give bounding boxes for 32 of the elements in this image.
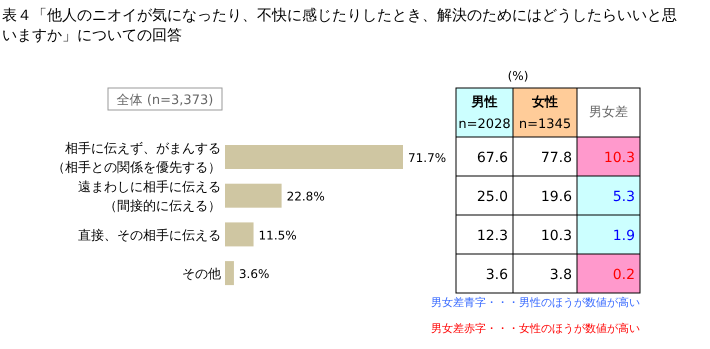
data-label: 22.8%: [286, 190, 325, 204]
y-tick-label: その他: [182, 267, 221, 282]
data-label: 67.6: [476, 150, 508, 166]
data-label: 1.9: [612, 228, 635, 244]
chart-subtitle: 全体 (n=3,373): [116, 93, 214, 108]
data-label: 3.6: [486, 267, 508, 283]
data-label: 25.0: [476, 189, 508, 205]
text: 男女差青字・・・男性のほうが数値が高い: [431, 296, 640, 309]
y-tick-label: 相手に伝えず、がまんする（相手との関係を優先する）: [52, 142, 221, 176]
data-label: 3.6%: [238, 267, 270, 282]
bar: [225, 145, 403, 169]
data-label: 3.8: [550, 267, 572, 283]
data-label: 12.3: [476, 228, 508, 244]
data-label: 0.2: [612, 267, 635, 283]
data-label: 71.7%: [408, 151, 446, 165]
data-label: 10.3: [540, 228, 572, 244]
data-label: 5.3: [612, 189, 635, 205]
x-tick-label: 女性 n=1345: [518, 95, 572, 132]
x-tick-label: 男女差: [589, 105, 628, 120]
data-label: 10.3: [604, 150, 635, 166]
bar: [225, 222, 254, 246]
text: 男女差赤字・・・女性のほうが数値が高い: [431, 322, 640, 335]
chart-title: 表４「他人のニオイが気になったり、不快に感じたりしたとき、解決のためにはどうしたらいいと思いますか」についての回答: [2, 6, 677, 44]
data-label: 19.6: [540, 189, 572, 205]
text: (%): [508, 69, 528, 83]
bar: [225, 184, 282, 208]
data-label: 77.8: [540, 150, 572, 166]
x-tick-label: 男性 n=2028: [458, 95, 511, 132]
data-label: 11.5%: [258, 228, 297, 242]
y-tick-label: 直接、その相手に伝える: [78, 228, 221, 244]
bar: [225, 261, 234, 286]
y-tick-label: 遠まわしに相手に伝える（間接的に伝える）: [78, 180, 221, 214]
